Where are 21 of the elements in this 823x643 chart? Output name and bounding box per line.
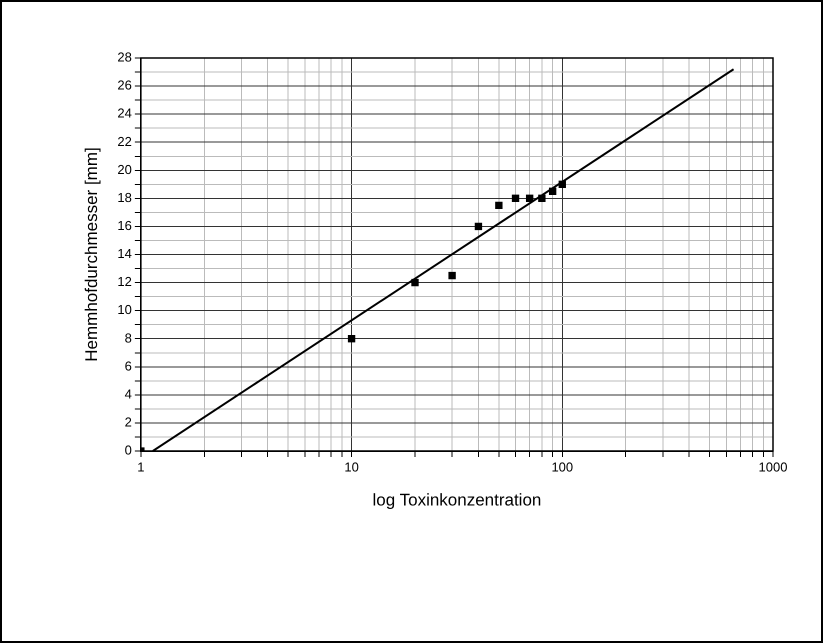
y-tick-label: 8: [124, 330, 132, 346]
y-tick-label: 6: [124, 358, 132, 374]
x-tick-label: 1000: [758, 459, 788, 474]
y-tick-label: 26: [117, 78, 132, 93]
y-tick-label: 14: [117, 246, 132, 262]
y-tick-label: 22: [117, 134, 132, 149]
x-axis-title: log Toxinkonzentration: [372, 490, 542, 510]
y-tick-label: 24: [117, 106, 132, 121]
y-tick-label: 18: [117, 190, 132, 205]
y-tick-label: 0: [124, 442, 132, 458]
y-tick-label: 28: [117, 50, 132, 65]
x-tick-label: 1: [137, 459, 144, 474]
y-tick-label: 20: [117, 162, 132, 177]
y-axis-title: Hemmhofdurchmesser [mm]: [82, 147, 101, 362]
x-tick-label: 100: [551, 459, 574, 474]
x-tick-label: 10: [344, 459, 359, 474]
y-tick-label: 16: [117, 218, 132, 234]
y-tick-label: 12: [117, 274, 132, 290]
y-tick-label: 10: [117, 302, 132, 318]
y-tick-label: 4: [124, 386, 132, 402]
y-tick-label: 2: [124, 414, 132, 430]
